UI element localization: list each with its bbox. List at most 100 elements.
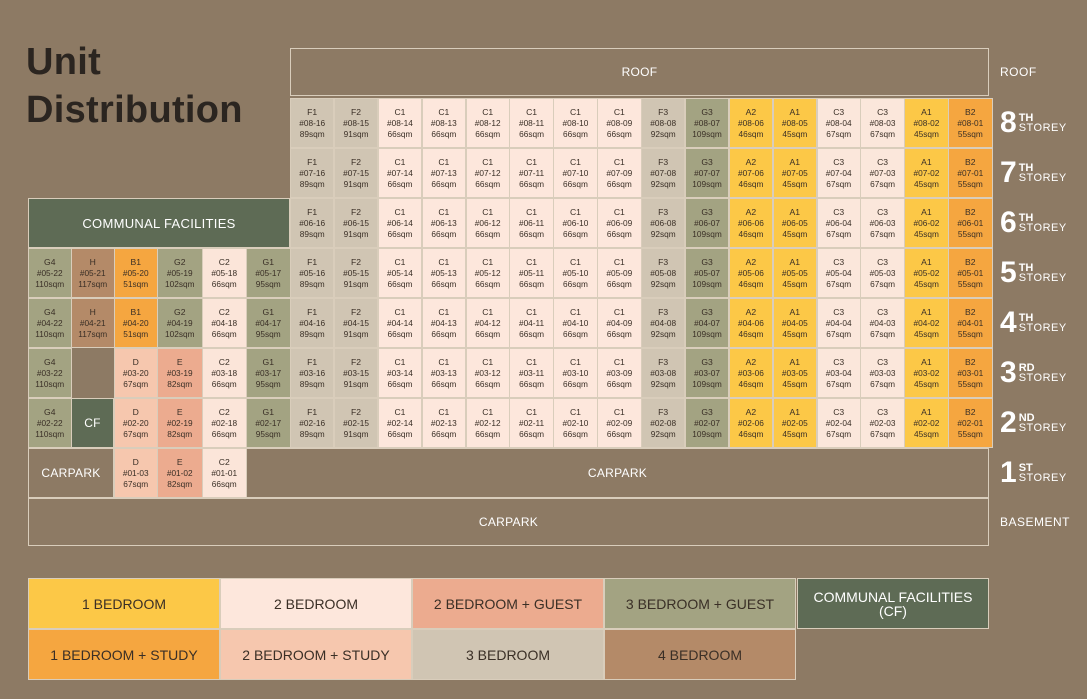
unit-type: B2	[965, 406, 976, 417]
unit-cell: B2 #06-01 55sqm	[948, 198, 993, 248]
unit-type: A1	[789, 406, 801, 417]
unit-cell: G2 #04-19 102sqm	[157, 298, 203, 348]
unit-cell: C1 #07-11 66sqm	[509, 148, 554, 198]
unit-size: 66sqm	[519, 128, 545, 139]
unit-code: #08-05	[781, 117, 808, 128]
storey-label: 8 TH STOREY	[1000, 108, 1067, 138]
unit-type: C3	[877, 156, 889, 167]
unit-size: 109sqm	[692, 428, 722, 439]
unit-size: 89sqm	[299, 178, 325, 189]
unit-cell: C1 #04-10 66sqm	[553, 298, 598, 348]
unit-type: C1	[569, 206, 581, 217]
unit-type: C3	[877, 256, 889, 267]
unit-code: #07-12	[474, 167, 501, 178]
unit-type: A1	[921, 256, 932, 267]
unit-size: 92sqm	[650, 428, 676, 439]
unit-cell: C1 #02-11 66sqm	[509, 398, 554, 448]
unit-size: 55sqm	[957, 378, 983, 389]
storey-word: STOREY	[1018, 172, 1067, 184]
unit-size: 66sqm	[519, 328, 545, 339]
unit-type: A1	[789, 206, 801, 217]
unit-code: #02-22	[36, 417, 63, 428]
unit-code: #08-09	[606, 117, 633, 128]
unit-code: #04-11	[518, 317, 545, 328]
unit-code: #03-11	[518, 367, 545, 378]
unit-type: C1	[394, 106, 406, 117]
unit-size: 66sqm	[475, 278, 501, 289]
unit-size: 66sqm	[387, 378, 413, 389]
unit-size: 66sqm	[431, 278, 457, 289]
unit-size: 55sqm	[957, 178, 983, 189]
unit-type: C1	[613, 256, 625, 267]
unit-size: 45sqm	[782, 378, 808, 389]
unit-cell: G4 #03-22 110sqm	[28, 348, 72, 398]
storey-label: 1 ST STOREY	[1000, 458, 1067, 488]
unit-size: 45sqm	[782, 278, 808, 289]
unit-cell: C2 #03-18 66sqm	[202, 348, 247, 398]
unit-type: F3	[658, 206, 669, 217]
roof-label: ROOF	[1000, 57, 1037, 87]
unit-size: 91sqm	[343, 228, 369, 239]
unit-code: #04-18	[211, 317, 238, 328]
unit-size: 89sqm	[299, 278, 325, 289]
unit-size: 91sqm	[343, 128, 369, 139]
unit-cell: A1 #04-05 45sqm	[772, 298, 817, 348]
unit-size: 66sqm	[431, 428, 457, 439]
unit-size: 67sqm	[826, 278, 852, 289]
unit-type: C1	[482, 206, 494, 217]
legend-item: 2 BEDROOM	[220, 578, 412, 629]
unit-code: #03-13	[430, 367, 457, 378]
unit-cell: G1 #02-17 95sqm	[246, 398, 291, 448]
storey-label: 5 TH STOREY	[1000, 258, 1067, 288]
roof-label-text: ROOF	[1000, 65, 1037, 79]
unit-code: #08-07	[694, 117, 720, 128]
unit-cell: C3 #04-04 67sqm	[816, 298, 861, 348]
unit-type: A1	[789, 256, 801, 267]
unit-type: C3	[877, 306, 889, 317]
unit-code: #04-12	[474, 317, 501, 328]
storey-word: STOREY	[1018, 372, 1067, 384]
unit-size: 51sqm	[123, 278, 149, 289]
unit-type: G1	[262, 356, 274, 367]
unit-code: #08-08	[650, 117, 677, 128]
unit-code: #03-17	[255, 367, 282, 378]
unit-code: #04-09	[606, 317, 633, 328]
storey-ordinal: TH	[1018, 262, 1034, 274]
unit-code: #02-14	[387, 417, 413, 428]
unit-size: 117sqm	[78, 278, 108, 289]
unit-cell: E #01-02 82sqm	[157, 448, 203, 498]
unit-cell: G3 #07-07 109sqm	[684, 148, 730, 198]
unit-size: 95sqm	[255, 378, 281, 389]
unit-code: #05-14	[387, 267, 413, 278]
unit-code: #08-06	[738, 117, 764, 128]
unit-type: C1	[569, 406, 581, 417]
unit-cell: A1 #03-05 45sqm	[772, 348, 817, 398]
unit-cell: C1 #07-10 66sqm	[553, 148, 598, 198]
unit-type: C1	[482, 256, 494, 267]
unit-code: #02-05	[781, 417, 808, 428]
unit-type: C1	[482, 406, 494, 417]
unit-type: F1	[307, 406, 318, 417]
unit-size: 109sqm	[692, 128, 722, 139]
unit-size: 92sqm	[650, 278, 676, 289]
unit-cell: F2 #03-15 91sqm	[333, 348, 379, 398]
unit-cell: C1 #05-10 66sqm	[553, 248, 598, 298]
storey-ordinal: ST	[1018, 462, 1033, 474]
unit-cell: C1 #03-13 66sqm	[421, 348, 466, 398]
unit-cell: A1 #06-05 45sqm	[772, 198, 817, 248]
unit-cell: G4 #02-22 110sqm	[28, 398, 72, 448]
unit-size: 95sqm	[255, 328, 281, 339]
unit-size: 67sqm	[826, 128, 852, 139]
unit-cell: F1 #05-16 89sqm	[290, 248, 335, 298]
unit-type: C3	[877, 106, 889, 117]
unit-type: C1	[569, 356, 581, 367]
unit-code: #03-20	[122, 367, 149, 378]
unit-size: 110sqm	[35, 428, 65, 439]
unit-code: #06-10	[562, 217, 589, 228]
unit-size: 67sqm	[870, 378, 896, 389]
unit-type: E	[176, 356, 183, 367]
legend-item: 4 BEDROOM	[604, 629, 796, 680]
unit-size: 102sqm	[164, 278, 195, 289]
unit-cell: B2 #07-01 55sqm	[948, 148, 993, 198]
unit-size: 66sqm	[431, 178, 457, 189]
